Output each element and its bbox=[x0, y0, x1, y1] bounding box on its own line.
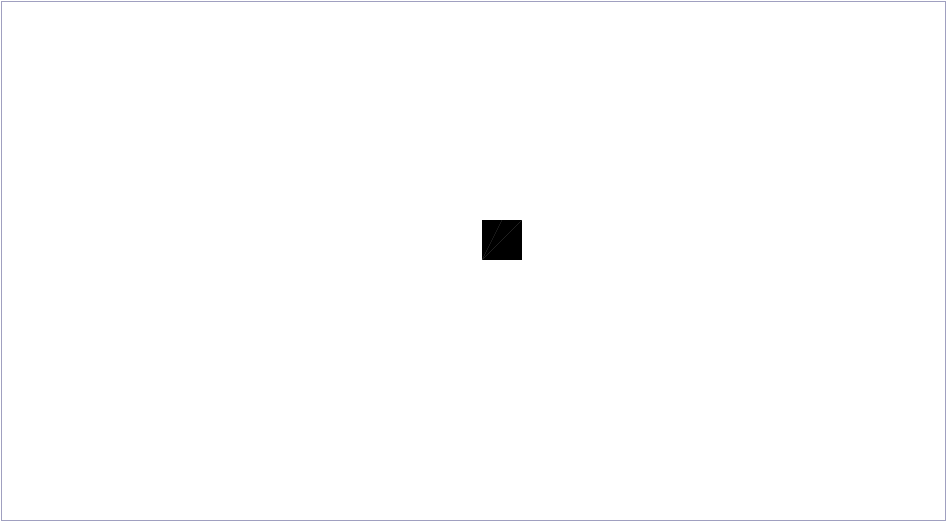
chart-area bbox=[44, 22, 924, 342]
site-logo-icon bbox=[482, 220, 522, 260]
chart-svg bbox=[44, 22, 924, 342]
